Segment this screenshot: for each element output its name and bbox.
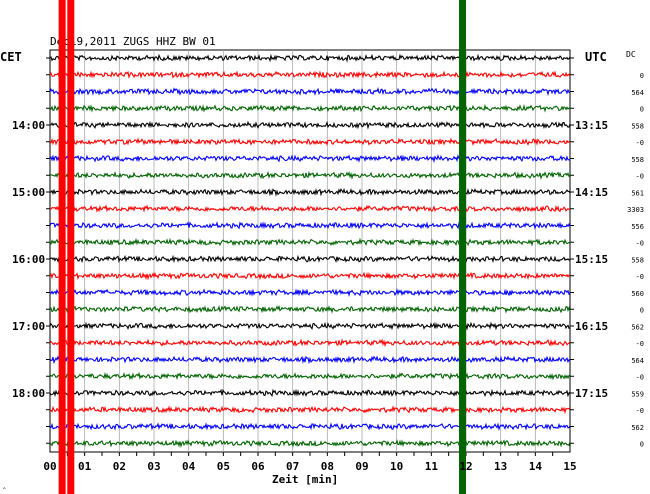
cet-time-label: 16:00 (12, 253, 45, 266)
seismic-trace (49, 154, 570, 164)
seismic-trace (49, 355, 571, 365)
dc-value: 0 (640, 441, 644, 449)
dc-value: 562 (631, 424, 644, 432)
dc-value: 0 (640, 307, 644, 315)
dc-value: 0 (640, 106, 644, 114)
seismic-trace (49, 87, 571, 97)
cet-axis-label: CET (0, 50, 22, 64)
cet-time-label: 18:00 (12, 387, 45, 400)
seismic-trace (49, 120, 571, 130)
utc-time-label: 15:15 (575, 253, 608, 266)
seismic-trace (49, 422, 571, 431)
utc-time-label: 13:15 (575, 119, 608, 132)
seismic-trace (49, 405, 571, 415)
x-tick-label: 03 (147, 460, 160, 473)
x-tick-label: 11 (425, 460, 439, 473)
seismic-trace (49, 321, 571, 331)
seismic-trace (49, 187, 571, 197)
green-burst (459, 0, 467, 494)
dc-value: -0 (636, 173, 644, 181)
x-tick-label: 05 (217, 460, 230, 473)
x-tick-label: 08 (321, 460, 334, 473)
seismic-trace (49, 70, 571, 80)
x-tick-label: 15 (563, 460, 576, 473)
seismic-trace (49, 304, 571, 314)
x-tick-label: 09 (355, 460, 368, 473)
seismic-trace (49, 388, 571, 398)
seismic-trace (49, 288, 571, 298)
utc-time-label: 14:15 (575, 186, 608, 199)
seismic-trace (49, 221, 571, 230)
utc-axis-label: UTC (585, 50, 607, 64)
dc-value: 564 (631, 357, 644, 365)
seismic-trace (49, 204, 571, 214)
dc-value: 564 (631, 89, 644, 97)
chart-title: Dec19,2011 ZUGS HHZ BW 01 (50, 35, 216, 48)
x-tick-label: 02 (113, 460, 126, 473)
dc-value: -0 (636, 340, 644, 348)
dc-values: 0 564 0 558 -0 558 -0 561 3303 556 -0 558 -0 560 0 562 -… (627, 72, 644, 449)
dc-value: -0 (636, 374, 644, 382)
seismic-trace (49, 53, 571, 63)
x-tick-label: 04 (182, 460, 196, 473)
dc-value: 558 (631, 256, 644, 264)
x-tick-label: 00 (43, 460, 56, 473)
cet-time-label: 17:00 (12, 320, 45, 333)
seismic-trace (49, 439, 571, 448)
x-tick-label: 14 (529, 460, 543, 473)
cet-time-label: 14:00 (12, 119, 45, 132)
dc-value: -0 (636, 273, 644, 281)
seismic-trace (49, 271, 571, 281)
x-tick-label: 13 (494, 460, 507, 473)
dc-value: 558 (631, 156, 644, 164)
dc-value: -0 (636, 139, 644, 147)
seismic-trace (49, 254, 571, 264)
x-axis-label: Zeit [min] (272, 473, 338, 486)
cet-time-label: 15:00 (12, 186, 45, 199)
seismic-trace (49, 338, 571, 348)
x-tick-labels: 00 01 02 03 04 05 06 07 08 09 10 11 12 13 14 15 (43, 460, 576, 473)
trace-group (49, 53, 571, 448)
corner-mark: ‸ (3, 480, 6, 489)
utc-time-label: 16:15 (575, 320, 608, 333)
dc-value: 559 (631, 390, 644, 398)
dc-value: 561 (631, 189, 644, 197)
dc-value: 558 (631, 122, 644, 130)
red-burst-1 (58, 0, 66, 494)
dc-value: 562 (631, 323, 644, 331)
seismic-trace (49, 137, 571, 147)
dc-value: -0 (636, 240, 644, 248)
dc-label: DC (626, 50, 636, 59)
x-tick-label: 01 (78, 460, 92, 473)
x-tick-label: 06 (251, 460, 265, 473)
dc-value: 3303 (627, 206, 644, 214)
dc-value: 560 (631, 290, 644, 298)
utc-time-label: 17:15 (575, 387, 608, 400)
seismic-trace (49, 170, 571, 180)
dc-value: 556 (631, 223, 644, 231)
dc-value: 0 (640, 72, 644, 80)
seismic-trace (49, 371, 571, 381)
red-burst-2 (67, 0, 75, 494)
seismic-trace (49, 103, 571, 113)
dc-value: -0 (636, 407, 644, 415)
x-tick-label: 10 (390, 460, 403, 473)
x-tick-label: 12 (459, 460, 472, 473)
time-labels: 14:00 15:00 16:00 17:00 18:00 13:15 14:15 15:15… (12, 119, 608, 400)
x-tick-label: 07 (286, 460, 299, 473)
seismic-trace (49, 237, 571, 247)
event-group (58, 0, 467, 494)
